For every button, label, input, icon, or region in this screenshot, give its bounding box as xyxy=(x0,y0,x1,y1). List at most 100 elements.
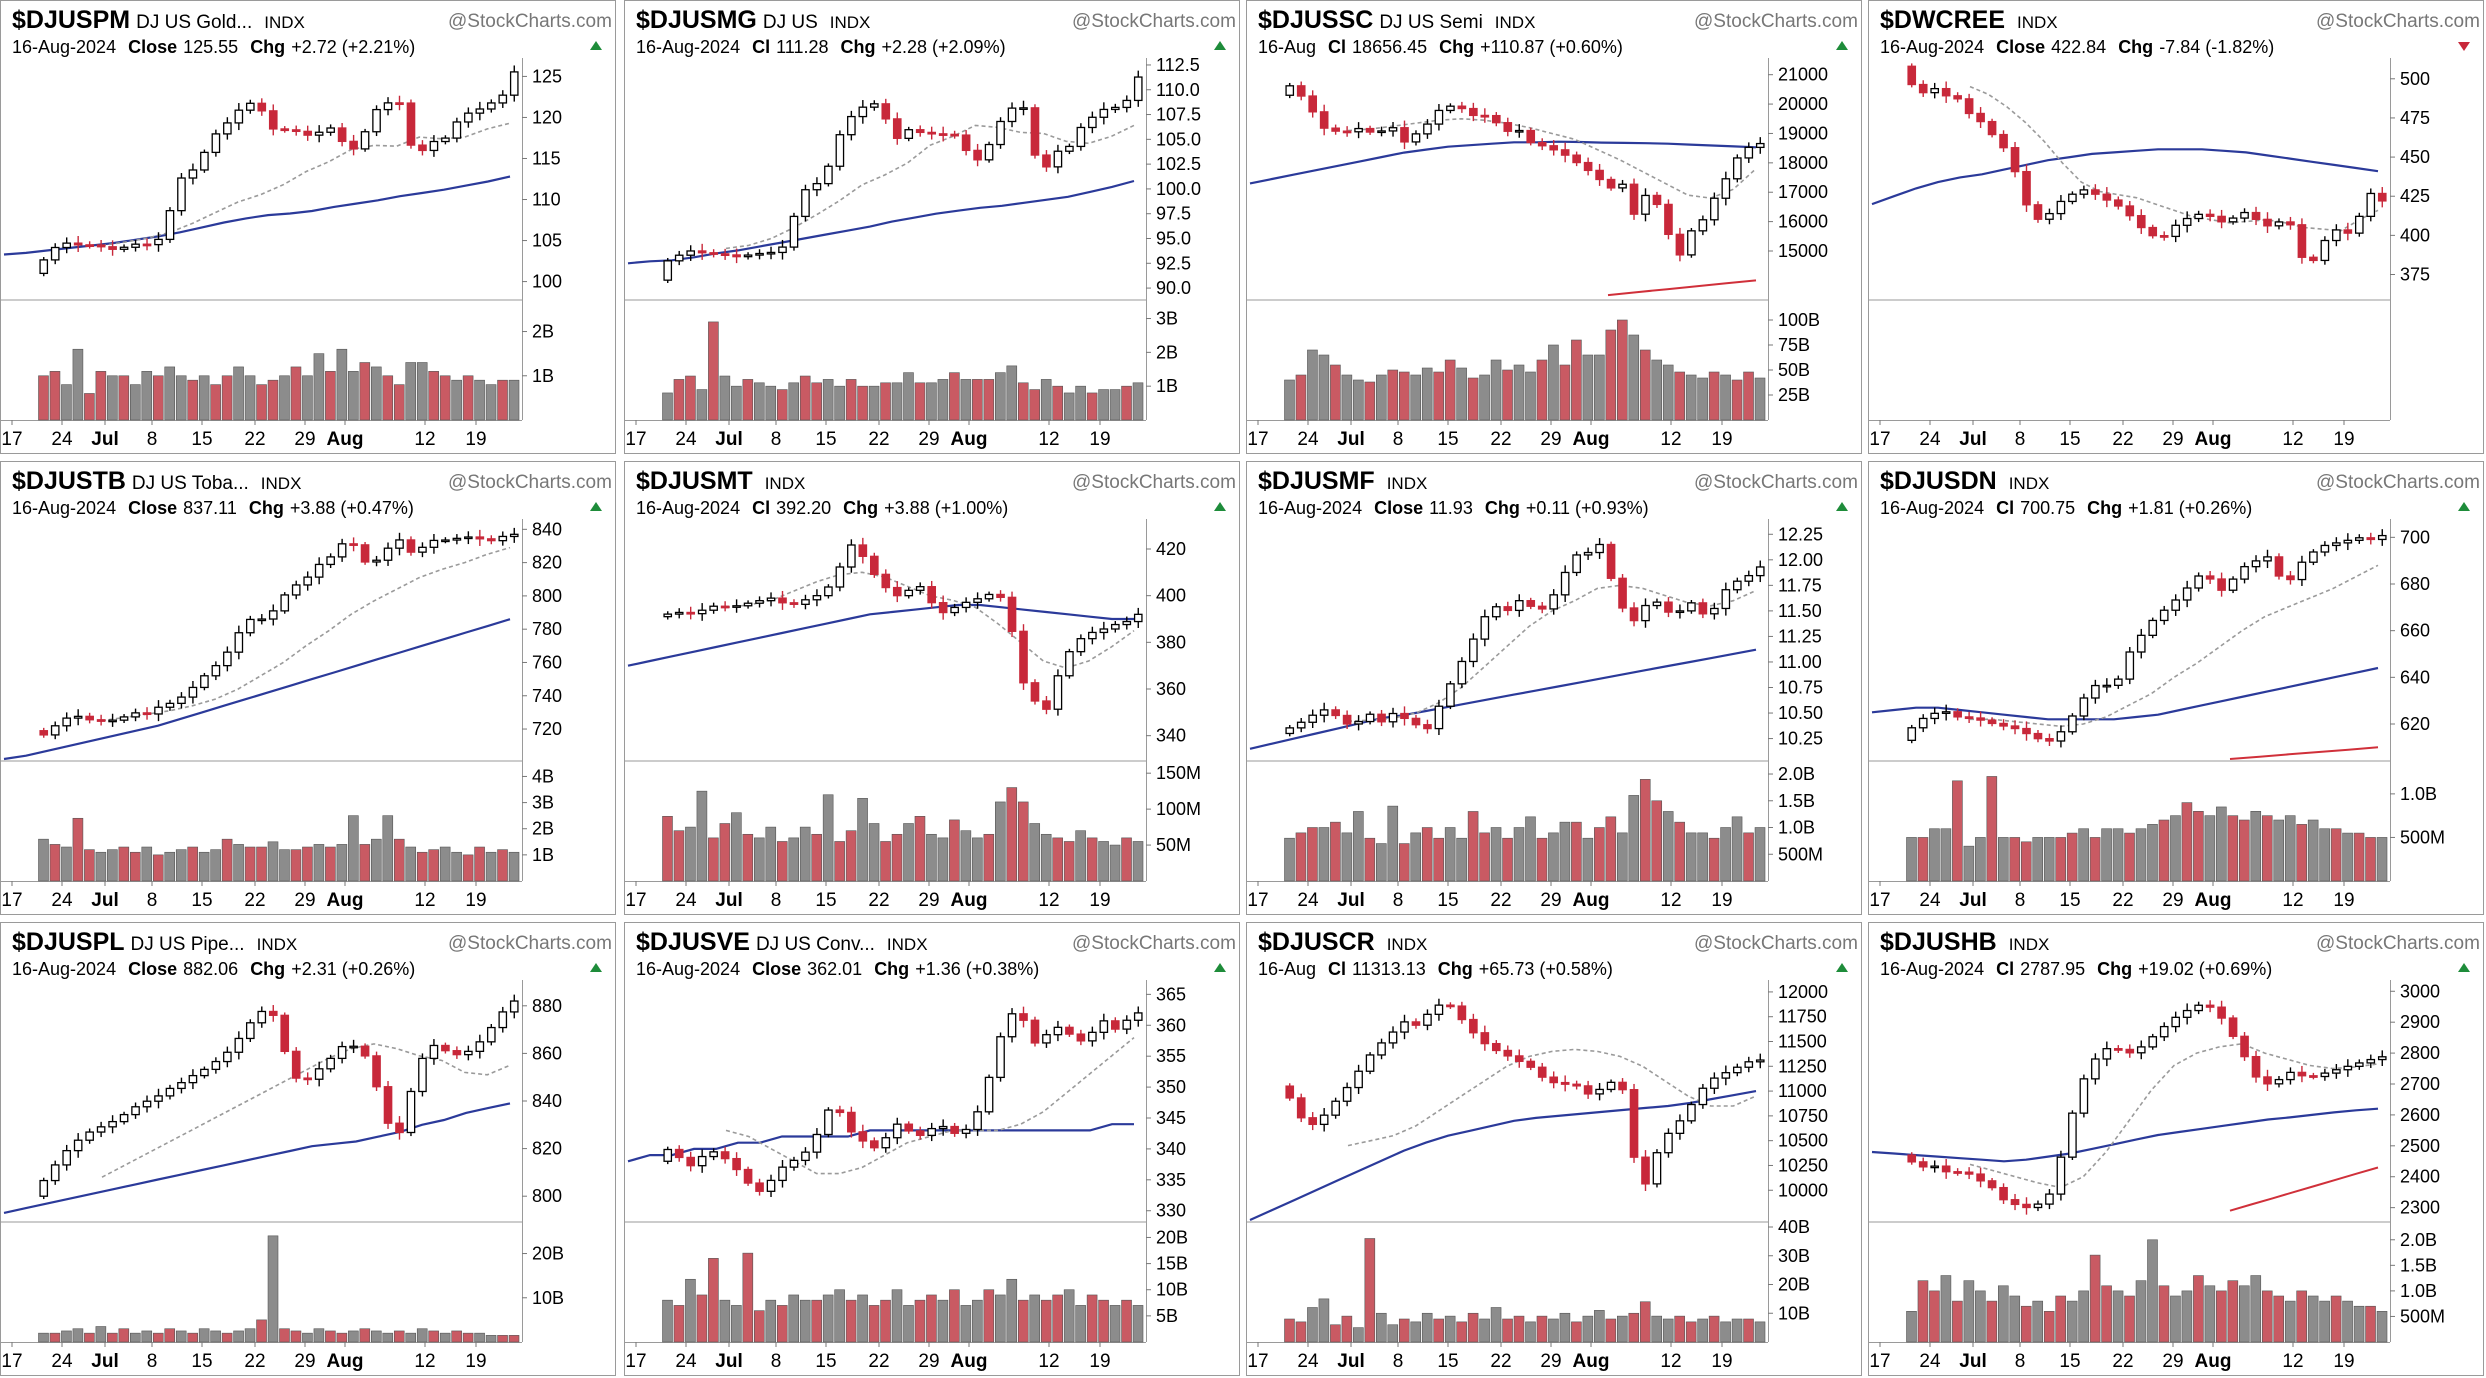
volume-bar xyxy=(290,366,302,421)
candle-body xyxy=(1537,141,1547,147)
candle-body xyxy=(372,1055,381,1088)
chart-panel-djusmf: $DJUSMF INDX @StockCharts.com 16-Aug-2024 Cl… xyxy=(1246,461,1862,915)
time-tick-label: 29 xyxy=(1540,429,1561,450)
candle-body xyxy=(234,109,244,124)
candle-body xyxy=(2045,212,2054,220)
candle-body xyxy=(188,686,198,698)
close-value: 362.01 xyxy=(807,959,862,979)
candle-body xyxy=(2263,218,2272,227)
candle-body xyxy=(2366,1058,2376,1064)
sma50-line xyxy=(627,603,1134,667)
close-label: Close xyxy=(128,959,177,979)
volume-bar xyxy=(1940,828,1952,882)
candle-body xyxy=(1110,623,1120,630)
volume-bar xyxy=(949,819,960,882)
candle-body xyxy=(291,1050,301,1079)
candle-body xyxy=(2194,575,2203,589)
volume-bar xyxy=(164,851,176,882)
volume-bar xyxy=(198,1328,210,1343)
candle-body xyxy=(223,651,232,667)
candle-body xyxy=(1675,1120,1685,1134)
volume-bar xyxy=(1963,845,1975,882)
candle-body xyxy=(1076,126,1086,148)
volume-bar xyxy=(325,1330,336,1343)
volume-bar xyxy=(2250,1275,2262,1343)
price-line: 16-Aug-2024 Close 11.93 Chg +0.11 (+0.93%) xyxy=(1258,498,1649,518)
volume-tick-label: 50B xyxy=(1778,360,1810,380)
candle-body xyxy=(2263,1076,2272,1085)
volume-bar xyxy=(972,837,983,882)
time-tick-label: 22 xyxy=(2112,429,2133,450)
chart-panel-djusmg: $DJUSMG DJ US INDX @StockCharts.com 16-Aug-2… xyxy=(624,0,1240,454)
candle-body xyxy=(234,632,244,653)
price-tick-label: 92.5 xyxy=(1156,253,1191,273)
candle-body xyxy=(984,143,994,161)
candle-body xyxy=(1526,129,1536,144)
candle-body xyxy=(2343,539,2353,544)
candle-body xyxy=(2251,560,2261,568)
candle-body xyxy=(1721,589,1731,610)
candle-body xyxy=(395,102,404,106)
candle-body xyxy=(801,599,810,605)
candle-body xyxy=(1652,1152,1662,1185)
candle-body xyxy=(131,243,140,248)
exchange: INDX xyxy=(830,13,871,32)
candle-body xyxy=(349,543,358,546)
volume-bar xyxy=(2227,1280,2239,1343)
close-label: Cl xyxy=(752,498,770,518)
volume-bar xyxy=(1662,811,1674,882)
candle-body xyxy=(200,675,209,689)
volume-bar xyxy=(2216,806,2227,882)
candle-body xyxy=(1537,605,1547,610)
volume-bar xyxy=(416,851,428,882)
candle-body xyxy=(2125,205,2135,217)
candle-body xyxy=(2297,1071,2307,1077)
price-tick-label: 12.00 xyxy=(1778,550,1823,570)
volume-bar xyxy=(508,1335,520,1343)
candle-body xyxy=(498,1011,508,1029)
candle-body xyxy=(720,253,730,256)
candle-body xyxy=(2068,193,2077,203)
volume-tick-label: 1B xyxy=(1156,376,1178,396)
candle-body xyxy=(2354,215,2364,234)
chart-title: $DJUSTB DJ US Toba... INDX xyxy=(12,467,301,495)
volume-bar xyxy=(857,1294,868,1343)
watermark: @StockCharts.com xyxy=(1072,11,1236,32)
date: 16-Aug-2024 xyxy=(636,498,740,518)
candle-body xyxy=(1446,105,1455,112)
volume-bar xyxy=(462,375,474,421)
candle-body xyxy=(996,120,1005,146)
candle-body xyxy=(2228,217,2238,223)
candle-body xyxy=(1007,107,1017,123)
candle-body xyxy=(2205,575,2215,580)
volume-bar xyxy=(2078,828,2089,882)
price-tick-label: 10.25 xyxy=(1778,729,1823,749)
volume-bar xyxy=(1433,837,1444,882)
candle-body xyxy=(372,108,381,133)
sma50-line xyxy=(3,618,511,761)
chart-title: $DJUSVE DJ US Conv... INDX xyxy=(636,928,928,956)
chart-title: $DWCREE INDX xyxy=(1880,6,2058,34)
volume-tick-label: 1B xyxy=(532,845,554,865)
volume-bar xyxy=(84,393,95,421)
price-tick-label: 330 xyxy=(1156,1201,1186,1221)
volume-bar xyxy=(2204,815,2216,882)
volume-bar xyxy=(1674,1315,1685,1343)
time-tick-label: 12 xyxy=(1038,429,1059,450)
candle-body xyxy=(1572,154,1581,164)
volume-bar xyxy=(731,1305,742,1343)
symbol: $DJUSPM xyxy=(12,6,130,34)
time-tick-label: 17 xyxy=(1,1351,22,1372)
candle-body xyxy=(177,696,186,705)
volume-bar xyxy=(428,1330,439,1343)
volume-bar xyxy=(1571,1321,1582,1343)
candle-body xyxy=(2068,715,2077,733)
candle-body xyxy=(766,1179,776,1192)
volume-bar xyxy=(118,846,130,882)
volume-bar xyxy=(130,851,141,882)
candle-body xyxy=(395,539,404,549)
volume-bar xyxy=(1132,1305,1144,1343)
volume-bar xyxy=(497,849,508,882)
candle-body xyxy=(1583,551,1593,556)
